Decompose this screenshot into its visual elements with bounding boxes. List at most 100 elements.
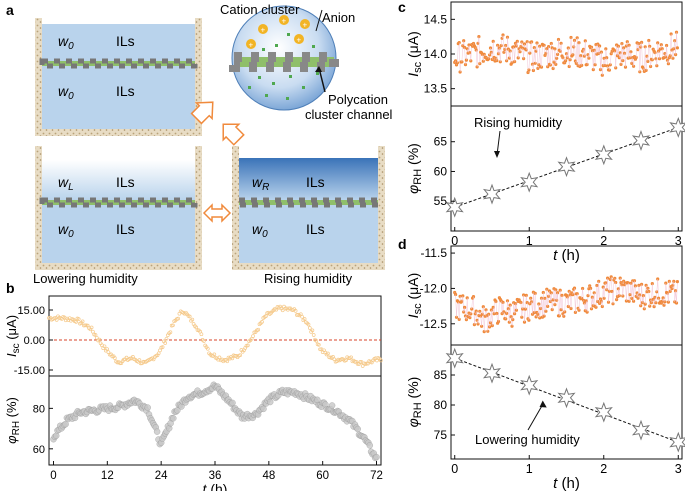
c-top-connector: [600, 52, 602, 70]
c-top-connector: [580, 55, 582, 66]
c-top-ytick-label: 13.5: [424, 82, 448, 96]
b-top-point: [199, 332, 204, 337]
c-top-connector: [476, 43, 479, 67]
d-top-connector: [638, 285, 641, 296]
b-top-point: [128, 356, 133, 361]
b-top-point: [264, 314, 268, 318]
b-top-point: [137, 358, 142, 362]
b-top-point: [102, 344, 107, 349]
c-bottom-star-marker: [594, 144, 613, 166]
c-top-connector: [645, 56, 648, 71]
b-top-ylabel: Isc (μA): [4, 315, 22, 357]
c-annotation-arrow-head: [494, 151, 500, 158]
d-bottom-star-marker: [594, 401, 613, 423]
b-top-point: [105, 347, 109, 351]
b-top-point: [89, 325, 94, 330]
d-bottom-xtick-label: 0: [451, 462, 458, 476]
b-bottom-point: [366, 442, 374, 449]
c-top-connector: [586, 54, 589, 65]
d-top-connector: [533, 292, 535, 313]
wR-label: wR: [252, 174, 269, 193]
arrow-up-right-icon: [222, 123, 245, 146]
b-top-point: [76, 317, 81, 321]
c-top-connector: [534, 51, 537, 64]
c-top-connector: [641, 42, 643, 68]
b-top-point: [164, 336, 169, 341]
rising-humidity-label: Rising humidity: [264, 271, 353, 286]
d-top-connector: [492, 307, 494, 326]
c-top-connector: [669, 33, 672, 56]
d-top-ytick-label: -12.5: [420, 317, 448, 331]
d-bottom-xtick-label: 2: [600, 462, 607, 476]
d-top-connector: [553, 288, 556, 305]
d-top-connector: [648, 291, 650, 307]
container-rising-upper-liquid: [239, 158, 378, 200]
c-top-connector: [457, 43, 459, 63]
c-top-connector: [466, 48, 468, 61]
b-bottom-xtick-label: 12: [101, 470, 114, 482]
b-top-point: [156, 351, 161, 356]
b-top-point: [212, 352, 217, 357]
b-top-point: [302, 317, 307, 321]
d-top-connector: [542, 292, 544, 318]
d-top-connector: [506, 300, 508, 314]
c-top-connector: [581, 51, 583, 66]
d-top-connector: [575, 293, 577, 313]
b-top-point: [364, 361, 369, 366]
b-top-point: [344, 358, 348, 363]
d-annotation-arrow-head: [539, 400, 547, 408]
c-bottom-star-marker: [482, 183, 502, 205]
channel-label-2: cluster channel: [305, 107, 393, 122]
svg-text:+: +: [297, 36, 302, 45]
d-top-connector: [586, 295, 589, 313]
c-top-connector: [616, 44, 618, 56]
d-top-connector: [483, 316, 486, 332]
c-top-point: [675, 46, 680, 50]
d-bottom-star-marker: [631, 419, 651, 441]
b-top-point: [217, 355, 222, 360]
c-top-point: [628, 56, 632, 60]
b-top-point: [74, 320, 78, 324]
d-top-connector: [546, 289, 548, 307]
d-top-connector: [526, 302, 529, 319]
d-top-connector: [574, 288, 576, 313]
lowering-humidity-label: Lowering humidity: [33, 271, 138, 286]
d-annotation: Lowering humidity: [475, 432, 580, 447]
c-top-point: [505, 59, 509, 63]
svg-text:+: +: [261, 26, 266, 35]
c-bottom-ytick-label: 55: [434, 194, 448, 208]
c-top-connector: [665, 45, 667, 58]
b-top-point: [358, 360, 363, 364]
c-top-connector: [644, 46, 646, 72]
c-top-connector: [647, 40, 650, 62]
container-rising-floor: [232, 263, 385, 270]
b-bottom-xtick-label: 36: [209, 470, 222, 482]
c-top-connector: [666, 45, 668, 61]
c-bottom-star-marker: [557, 156, 576, 178]
svg-text:+: +: [303, 21, 308, 30]
c-top-connector: [528, 53, 531, 71]
d-top-connector: [607, 278, 609, 303]
d-top-connector: [585, 300, 587, 311]
svg-text:+: +: [282, 17, 287, 26]
b-bottom-xtick-label: 60: [316, 470, 329, 482]
container-rising-membrane: [239, 200, 378, 205]
d-top-connector: [612, 279, 615, 304]
b-top-point: [311, 333, 316, 337]
cation-icon: + + + + +: [246, 15, 310, 50]
c-top-connector: [599, 45, 601, 70]
c-top-connector: [593, 50, 595, 70]
b-top-point: [355, 362, 360, 366]
b-top-point: [349, 355, 353, 360]
c-bottom-xtick-label: 1: [526, 234, 533, 248]
d-top-connector: [596, 285, 599, 302]
d-top-connector: [559, 290, 562, 310]
b-top-point: [293, 309, 298, 313]
b-top-point: [160, 345, 165, 349]
c-top-connector: [568, 47, 570, 67]
b-bottom-point: [260, 405, 267, 413]
c-bottom-xtick-label: 3: [675, 234, 682, 248]
